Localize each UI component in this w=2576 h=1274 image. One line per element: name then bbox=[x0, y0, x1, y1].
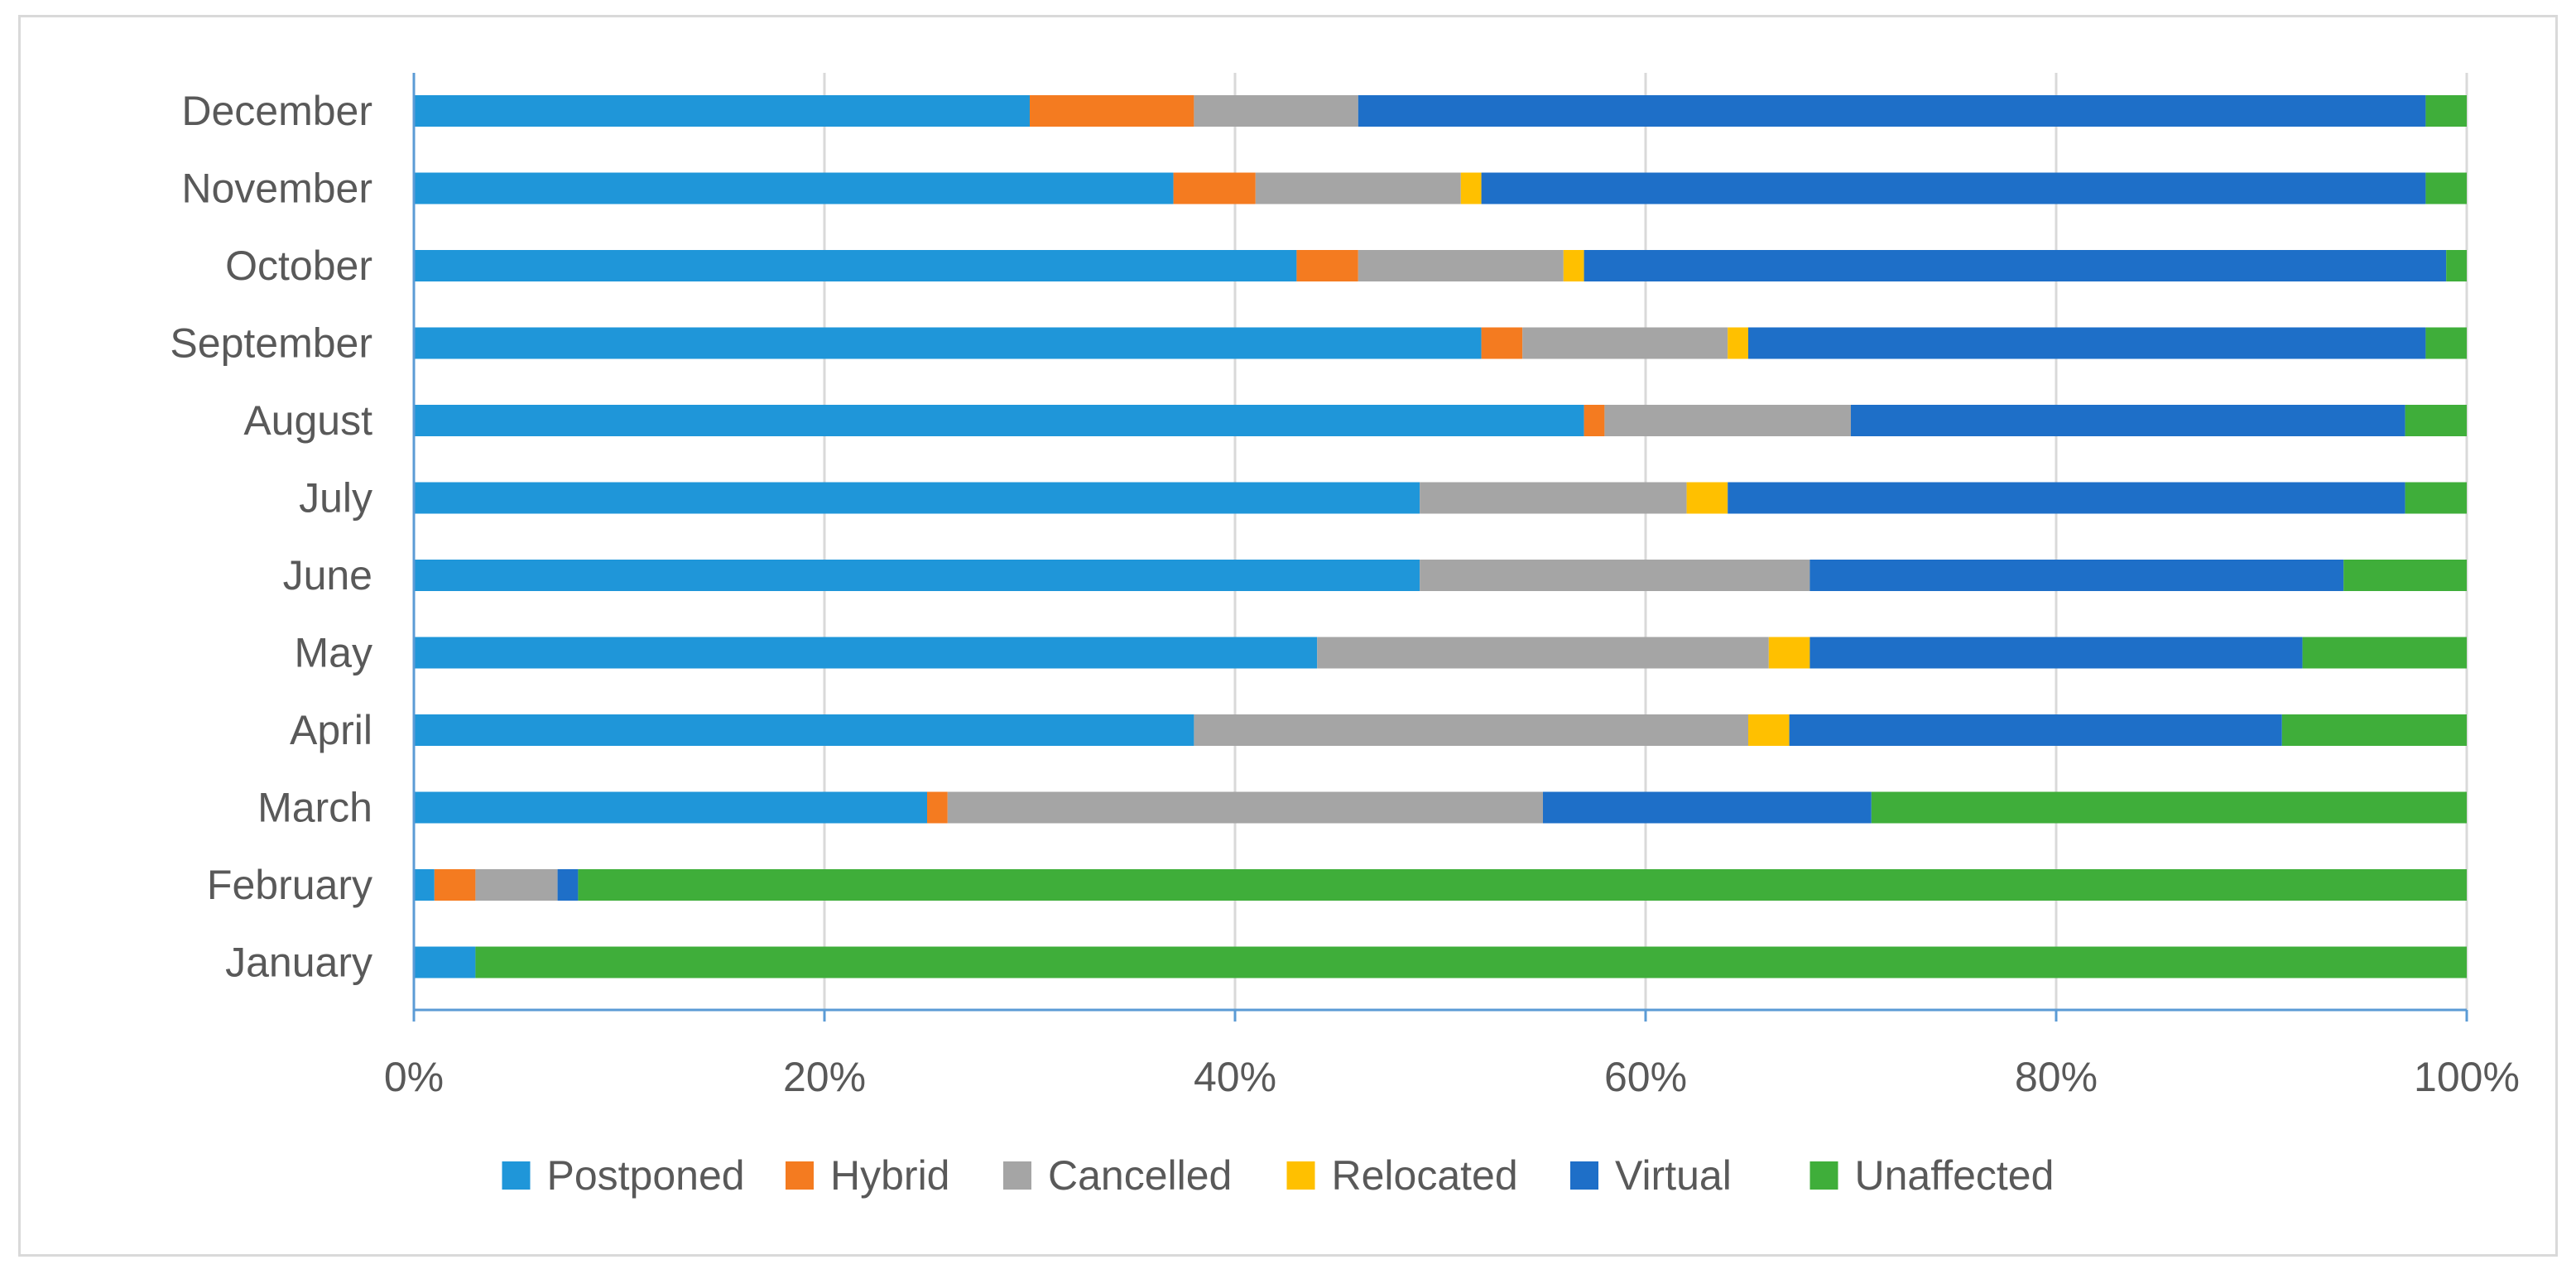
bar-september-unaffected bbox=[2425, 327, 2467, 359]
bar-october-cancelled bbox=[1358, 250, 1564, 281]
bar-october-postponed bbox=[414, 250, 1297, 281]
bar-june-virtual bbox=[1809, 560, 2344, 591]
bar-november-hybrid bbox=[1173, 172, 1256, 204]
bar-april-postponed bbox=[414, 714, 1194, 746]
x-tick-label-100: 100% bbox=[2414, 1054, 2520, 1100]
category-label-july: July bbox=[299, 475, 372, 522]
category-label-november: November bbox=[181, 166, 372, 212]
category-label-february: February bbox=[207, 862, 372, 908]
bar-october-unaffected bbox=[2446, 250, 2467, 281]
category-label-december: December bbox=[181, 88, 372, 134]
bar-june-postponed bbox=[414, 560, 1420, 591]
bar-march-cancelled bbox=[947, 791, 1543, 824]
bar-may-unaffected bbox=[2302, 637, 2467, 669]
x-tick-label-20: 20% bbox=[783, 1054, 866, 1100]
category-label-september: September bbox=[170, 320, 372, 367]
bar-september-relocated bbox=[1728, 327, 1748, 359]
bar-january-postponed bbox=[414, 946, 476, 978]
legend-label-cancelled: Cancelled bbox=[1048, 1152, 1232, 1199]
bar-august-hybrid bbox=[1584, 405, 1605, 436]
bar-august-postponed bbox=[414, 405, 1584, 436]
bar-june-cancelled bbox=[1420, 560, 1810, 591]
bar-september-postponed bbox=[414, 327, 1482, 359]
x-tick-labels: 0% 20% 40% 60% 80% 100% bbox=[384, 1054, 2520, 1100]
bar-november-relocated bbox=[1460, 172, 1482, 204]
bar-november-postponed bbox=[414, 172, 1174, 204]
bar-may-relocated bbox=[1768, 637, 1810, 669]
category-label-april: April bbox=[290, 707, 372, 753]
bar-december-cancelled bbox=[1194, 95, 1358, 127]
bar-october-virtual bbox=[1584, 250, 2447, 281]
category-label-january: January bbox=[225, 940, 372, 986]
legend-swatch-cancelled bbox=[1003, 1161, 1031, 1190]
bar-february-virtual bbox=[557, 869, 579, 901]
category-label-march: March bbox=[257, 785, 372, 831]
bar-april-cancelled bbox=[1194, 714, 1748, 746]
bar-august-unaffected bbox=[2405, 405, 2467, 436]
bar-february-hybrid bbox=[434, 869, 476, 901]
bar-september-cancelled bbox=[1522, 327, 1728, 359]
bar-february-cancelled bbox=[475, 869, 558, 901]
bar-march-virtual bbox=[1543, 791, 1872, 824]
legend-label-unaffected: Unaffected bbox=[1855, 1152, 2055, 1199]
bar-march-postponed bbox=[414, 791, 927, 824]
bar-july-virtual bbox=[1728, 482, 2405, 514]
bar-april-relocated bbox=[1748, 714, 1790, 746]
legend-swatch-relocated bbox=[1286, 1161, 1315, 1190]
bar-july-unaffected bbox=[2405, 482, 2467, 514]
bar-april-virtual bbox=[1789, 714, 2282, 746]
bar-july-relocated bbox=[1686, 482, 1728, 514]
bar-february-unaffected bbox=[578, 869, 2468, 901]
bar-july-postponed bbox=[414, 482, 1420, 514]
bar-july-cancelled bbox=[1420, 482, 1687, 514]
bars bbox=[414, 95, 2468, 978]
bar-december-virtual bbox=[1358, 95, 2426, 127]
bar-may-cancelled bbox=[1317, 637, 1769, 669]
legend-label-hybrid: Hybrid bbox=[830, 1152, 949, 1199]
bar-september-hybrid bbox=[1481, 327, 1523, 359]
bar-november-cancelled bbox=[1255, 172, 1461, 204]
category-label-may: May bbox=[295, 630, 372, 676]
bar-march-hybrid bbox=[927, 791, 948, 824]
bar-november-unaffected bbox=[2425, 172, 2467, 204]
bar-march-unaffected bbox=[1871, 791, 2467, 824]
x-tick-label-0: 0% bbox=[384, 1054, 444, 1100]
legend-label-relocated: Relocated bbox=[1332, 1152, 1518, 1199]
bar-may-postponed bbox=[414, 637, 1318, 669]
legend-swatch-unaffected bbox=[1809, 1161, 1838, 1190]
legend-swatch-postponed bbox=[502, 1161, 531, 1190]
bar-december-hybrid bbox=[1030, 95, 1194, 127]
bar-january-unaffected bbox=[475, 946, 2468, 978]
category-label-october: October bbox=[225, 243, 372, 289]
bar-june-unaffected bbox=[2343, 560, 2467, 591]
bar-december-postponed bbox=[414, 95, 1030, 127]
bar-november-virtual bbox=[1481, 172, 2426, 204]
category-label-august: August bbox=[243, 397, 372, 444]
bar-may-virtual bbox=[1809, 637, 2303, 669]
bar-october-hybrid bbox=[1296, 250, 1358, 281]
legend-label-virtual: Virtual bbox=[1615, 1152, 1732, 1199]
legend: Postponed Hybrid Cancelled Relocated Virtual… bbox=[502, 1152, 2055, 1199]
legend-swatch-hybrid bbox=[786, 1161, 814, 1190]
bar-august-cancelled bbox=[1604, 405, 1851, 436]
gridlines bbox=[412, 73, 2468, 1022]
chart-frame bbox=[18, 15, 2558, 1257]
legend-label-postponed: Postponed bbox=[547, 1152, 745, 1199]
x-tick-label-60: 60% bbox=[1604, 1054, 1687, 1100]
x-tick-label-80: 80% bbox=[2015, 1054, 2098, 1100]
bar-october-relocated bbox=[1563, 250, 1584, 281]
category-label-june: June bbox=[283, 552, 372, 599]
bar-february-postponed bbox=[414, 869, 435, 901]
x-tick-label-40: 40% bbox=[1194, 1054, 1276, 1100]
category-labels: December November October September August Ju… bbox=[170, 88, 372, 986]
bar-april-unaffected bbox=[2281, 714, 2467, 746]
bar-september-virtual bbox=[1748, 327, 2426, 359]
legend-swatch-virtual bbox=[1570, 1161, 1598, 1190]
bar-december-unaffected bbox=[2425, 95, 2467, 127]
bar-august-virtual bbox=[1851, 405, 2405, 436]
